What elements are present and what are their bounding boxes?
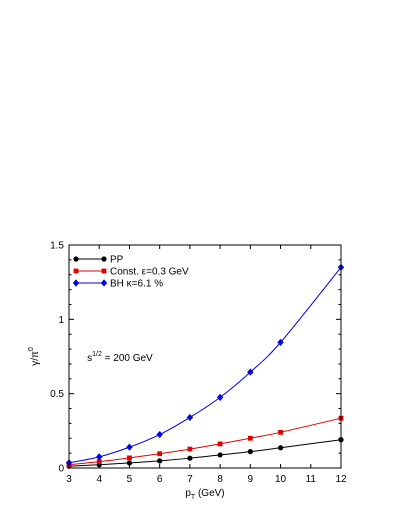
data-point [96, 453, 103, 461]
legend-marker [101, 256, 107, 262]
legend-label: Const. ε=0.3 GeV [110, 267, 189, 278]
legend-marker [72, 279, 80, 287]
x-tick-label: 12 [335, 474, 347, 485]
data-point [247, 368, 254, 376]
series-circle [66, 437, 344, 469]
legend-item: Const. ε=0.3 GeV [73, 267, 189, 278]
x-tick-label: 6 [157, 474, 163, 485]
legend-item: PP [73, 255, 124, 266]
x-tick-label: 11 [306, 474, 317, 485]
legend-item: BH κ=6.1 % [72, 279, 163, 290]
data-point [157, 458, 163, 464]
data-point [277, 338, 284, 346]
data-point [247, 449, 253, 455]
plot-frame [68, 244, 342, 469]
y-axis-label: γ/π0 [28, 347, 41, 366]
data-point [247, 435, 253, 441]
y-tick-label: 0 [58, 464, 64, 475]
data-point [96, 459, 102, 465]
x-tick-label: 10 [275, 474, 287, 485]
data-point [186, 413, 194, 422]
x-label-rest: (GeV) [195, 488, 224, 499]
x-axis-label: pT (GeV) [185, 488, 224, 501]
axis-ticks: 3 4 5 6 7 8 9 10 11 12 0 0.5 1 1.5 [50, 241, 347, 486]
legend-marker [101, 268, 107, 274]
legend-marker [73, 256, 79, 262]
series-line [68, 266, 342, 464]
series-line [68, 439, 342, 467]
y-tick-label: 1 [58, 315, 64, 326]
y-label-sup: 0 [28, 347, 35, 351]
data-point [156, 430, 163, 439]
energy-annotation: s1/2 = 200 GeV [87, 351, 153, 364]
data-point [187, 446, 193, 452]
x-tick-label: 3 [66, 474, 72, 485]
x-tick-label: 5 [127, 474, 133, 485]
data-point [126, 443, 133, 451]
annotation-base: s [87, 353, 92, 364]
y-tick-label: 0.5 [50, 389, 64, 400]
y-label-main: γ/π [30, 351, 41, 366]
data-point [157, 451, 163, 457]
legend-marker [73, 268, 79, 274]
data-point [217, 441, 223, 447]
data-point [278, 429, 283, 435]
data-point [277, 445, 284, 451]
x-label-main: p [185, 488, 191, 499]
x-label-sub: T [191, 494, 196, 501]
data-point [216, 393, 224, 401]
legend-marker [100, 279, 108, 287]
y-tick-label: 1.5 [50, 241, 64, 252]
x-tick-label: 9 [248, 474, 254, 485]
series-square [66, 415, 344, 468]
annotation-rest: = 200 GeV [102, 353, 153, 364]
annotation-sup: 1/2 [92, 351, 102, 358]
data-point [187, 455, 193, 461]
series-layer [65, 263, 345, 469]
data-point [126, 460, 133, 466]
x-tick-label: 4 [96, 474, 102, 485]
series-line [68, 417, 342, 466]
data-point [217, 452, 223, 458]
legend-label: PP [110, 255, 124, 266]
x-tick-label: 7 [187, 474, 193, 485]
x-tick-label: 8 [217, 474, 223, 485]
data-point [127, 455, 132, 461]
series-diamond [65, 263, 345, 467]
legend-label: BH κ=6.1 % [110, 279, 163, 290]
